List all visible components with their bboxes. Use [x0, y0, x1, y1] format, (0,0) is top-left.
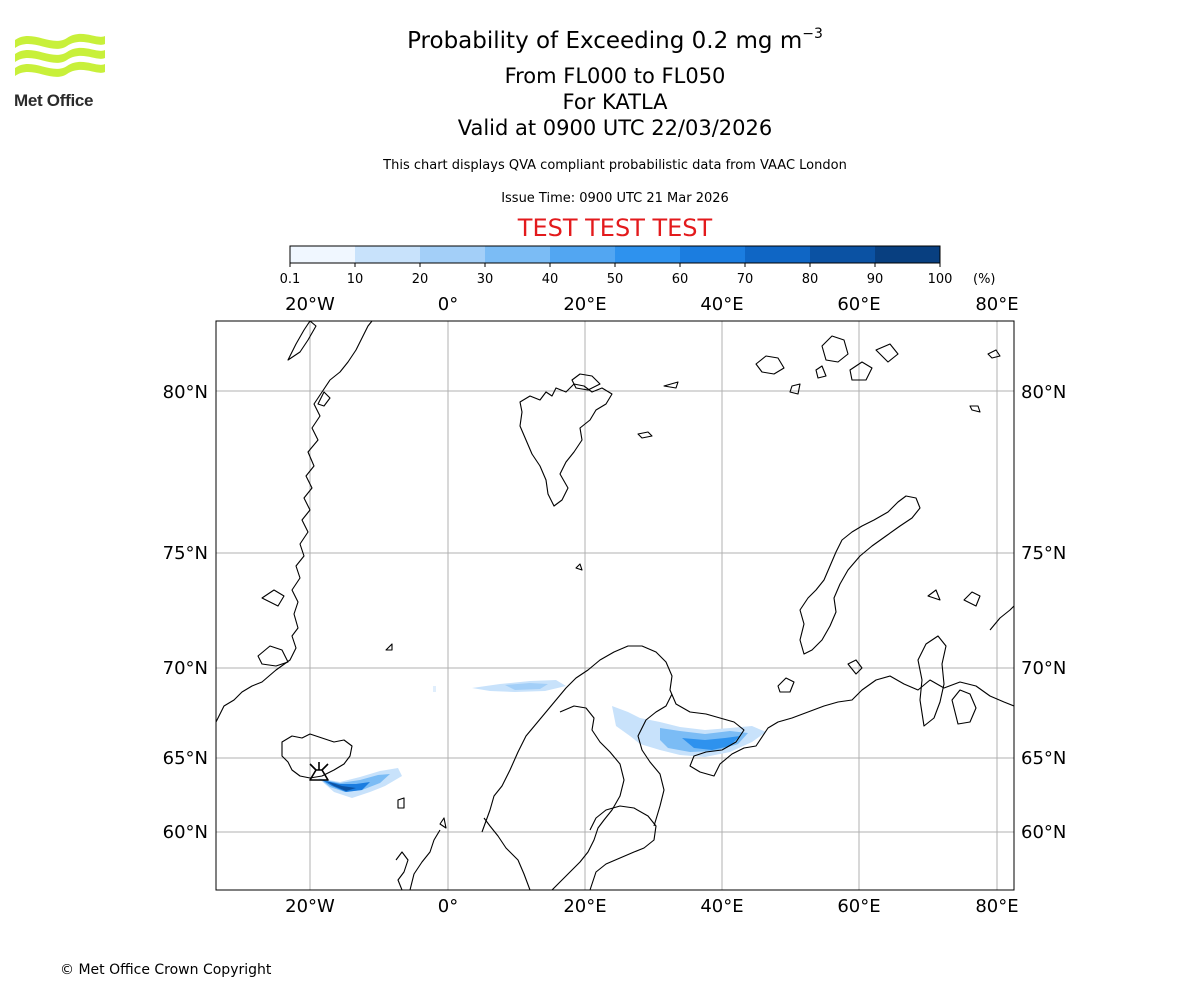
colorbar-segment	[550, 246, 616, 263]
colorbar-tick-label: 70	[737, 272, 754, 287]
lat-label: 65°N	[1021, 748, 1066, 769]
colorbar-tick-label: 80	[802, 272, 819, 287]
test-banner: TEST TEST TEST	[517, 214, 713, 242]
longitude-labels-top: 20°W 0° 20°E 40°E 60°E 80°E	[285, 294, 1018, 315]
lat-label: 70°N	[163, 658, 208, 679]
colorbar-tick-label: 10	[347, 272, 364, 287]
colorbar-segment	[680, 246, 746, 263]
chart-description: This chart displays QVA compliant probab…	[383, 158, 847, 173]
colorbar-segment	[745, 246, 811, 263]
lon-label: 40°E	[700, 896, 743, 917]
lon-label: 80°E	[975, 294, 1018, 315]
chart-title: Probability of Exceeding 0.2 mg m−3	[0, 26, 1200, 54]
lon-label: 80°E	[975, 896, 1018, 917]
colorbar-segment	[810, 246, 876, 263]
latitude-labels-left: 80°N 75°N 70°N 65°N 60°N	[163, 382, 208, 843]
lon-label: 0°	[438, 294, 458, 315]
map-frame	[215, 320, 1015, 891]
met-office-logo-icon	[15, 33, 105, 77]
chart-title-exponent: −3	[802, 26, 823, 42]
met-office-logo-text: Met Office	[14, 91, 94, 110]
ash-plume-norwegian-sea	[433, 680, 566, 692]
lon-label: 20°W	[285, 896, 335, 917]
colorbar-segment	[420, 246, 486, 263]
lon-label: 60°E	[837, 896, 880, 917]
lat-label: 80°N	[163, 382, 208, 403]
colorbar-segment	[355, 246, 421, 263]
colorbar-tick-label: 60	[672, 272, 689, 287]
colorbar-unit: (%)	[973, 272, 996, 287]
ash-plume-white-sea	[612, 706, 766, 757]
probability-map: 0.1 10 20 30 40 50 60 70 80 90 100 (%)	[163, 245, 1066, 917]
valid-time: Valid at 0900 UTC 22/03/2026	[457, 116, 773, 140]
colorbar-segment	[875, 246, 941, 263]
lat-label: 60°N	[1021, 822, 1066, 843]
volcano-name: For KATLA	[562, 90, 668, 114]
volcano-icon	[309, 762, 329, 781]
lon-label: 40°E	[700, 294, 743, 315]
colorbar: 0.1 10 20 30 40 50 60 70 80 90 100	[280, 245, 953, 287]
flight-level-range: From FL000 to FL050	[504, 64, 726, 88]
coastlines	[216, 321, 1014, 890]
lat-label: 75°N	[1021, 543, 1066, 564]
lat-label: 65°N	[163, 748, 208, 769]
longitude-labels-bottom: 20°W 0° 20°E 40°E 60°E 80°E	[285, 896, 1018, 917]
lat-label: 60°N	[163, 822, 208, 843]
colorbar-tick-label: 90	[867, 272, 884, 287]
colorbar-segment	[615, 246, 681, 263]
lon-label: 0°	[438, 896, 458, 917]
lon-label: 20°E	[563, 896, 606, 917]
lon-label: 20°E	[563, 294, 606, 315]
chart-title-text: Probability of Exceeding 0.2 mg m	[407, 28, 803, 54]
colorbar-tick-label: 30	[477, 272, 494, 287]
colorbar-segment	[290, 246, 356, 263]
issue-time: Issue Time: 0900 UTC 21 Mar 2026	[501, 191, 729, 206]
colorbar-tick-label: 100	[928, 272, 953, 287]
colorbar-tick-label: 50	[607, 272, 624, 287]
lat-label: 80°N	[1021, 382, 1066, 403]
ash-plume-iceland	[318, 768, 402, 798]
latitude-labels-right: 80°N 75°N 70°N 65°N 60°N	[1021, 382, 1066, 843]
graticule	[216, 321, 1014, 890]
lat-label: 75°N	[163, 543, 208, 564]
colorbar-segment	[485, 246, 551, 263]
copyright-notice: © Met Office Crown Copyright	[60, 962, 272, 978]
lat-label: 70°N	[1021, 658, 1066, 679]
lon-label: 60°E	[837, 294, 880, 315]
colorbar-tick-label: 20	[412, 272, 429, 287]
colorbar-tick-label: 0.1	[280, 272, 301, 287]
lon-label: 20°W	[285, 294, 335, 315]
colorbar-tick-label: 40	[542, 272, 559, 287]
